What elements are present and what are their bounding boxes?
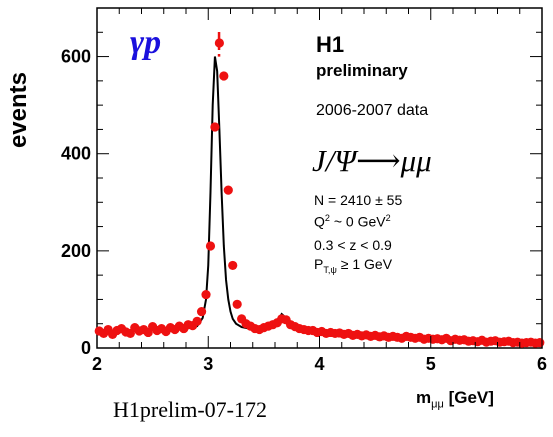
data-point	[210, 122, 220, 132]
data-point	[535, 338, 545, 348]
status-label: preliminary	[316, 61, 408, 80]
dataset-label: 2006-2007 data	[316, 102, 429, 119]
data-point	[214, 38, 224, 48]
tick-labels-layer: 2 3 4 5 6 0 200 400 600	[61, 7, 547, 374]
data-point	[228, 260, 238, 271]
x-tick-label: 2	[92, 354, 102, 374]
figure-id-label: H1prelim-07-172	[113, 397, 267, 422]
q2-label: Q2 ~ 0 GeV2	[314, 213, 391, 230]
pt-rest: ≥ 1 GeV	[336, 256, 393, 272]
pt-main: P	[314, 256, 324, 272]
data-points-layer	[94, 38, 545, 348]
n-events-label: N = 2410 ± 55	[314, 192, 403, 208]
x-tick-label: 3	[203, 354, 213, 374]
data-point	[205, 241, 216, 251]
experiment-label: H1	[316, 32, 345, 57]
q2-rest: ~ 0 GeV	[329, 213, 386, 230]
x-axis-label-main: m	[416, 388, 432, 407]
data-point	[192, 316, 202, 326]
y-tick-label: 0	[81, 338, 91, 358]
y-axis-label-text: events	[5, 72, 32, 148]
x-tick-label: 4	[314, 354, 324, 374]
z-range-label: 0.3 < z < 0.9	[314, 237, 392, 253]
data-point	[232, 299, 242, 309]
x-tick-label: 6	[537, 354, 547, 374]
q2-sup: 2	[324, 213, 330, 223]
plot-frame	[96, 7, 543, 349]
y-tick-label: 400	[61, 144, 91, 164]
x-axis-label: mμμ [GeV]	[416, 389, 494, 410]
q2-main: Q	[314, 213, 325, 230]
decay-label: J/Ψ⟶μμ	[312, 143, 432, 178]
data-point	[196, 306, 207, 317]
data-point	[223, 185, 233, 195]
x-tick-label: 5	[426, 354, 436, 374]
data-point	[201, 289, 211, 300]
data-point	[219, 71, 229, 81]
y-tick-label: 200	[61, 241, 91, 261]
pt-sub: T,ψ	[323, 264, 337, 275]
y-tick-label: 600	[61, 47, 91, 67]
x-axis-label-sub: μμ	[431, 398, 444, 411]
gamma-p-label: γp	[130, 24, 162, 61]
x-axis-label-unit: [GeV]	[448, 388, 494, 407]
pt-label: PT,ψ ≥ 1 GeV	[314, 257, 392, 275]
q2-unit-sup: 2	[385, 213, 391, 223]
